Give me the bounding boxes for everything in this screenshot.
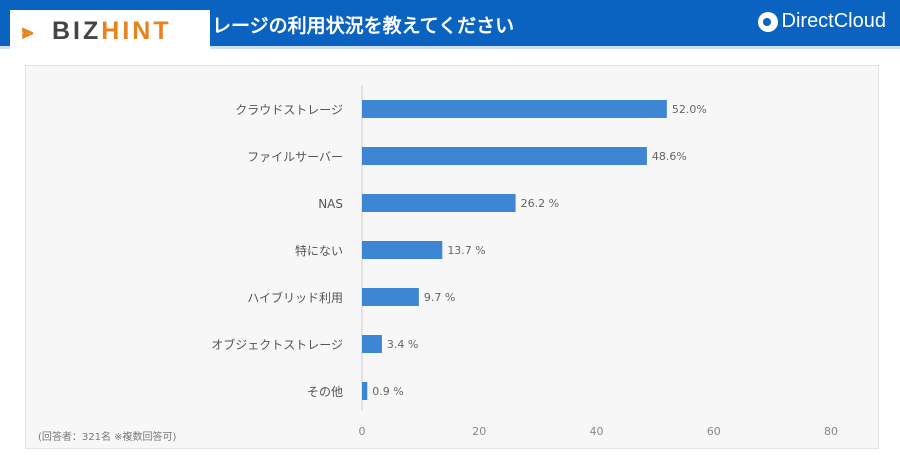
- directcloud-logo: DirectCloud: [757, 10, 886, 33]
- category-label: NAS: [318, 197, 343, 211]
- footnote: (回答者：321名 ※複数回答可): [38, 432, 177, 443]
- category-label: ファイルサーバー: [247, 150, 343, 164]
- bizhint-watermark: ⫸ BIZ HINT: [10, 10, 210, 52]
- data-label: 13.7 %: [447, 244, 485, 257]
- data-label: 9.7 %: [424, 291, 455, 304]
- chart-panel: [25, 65, 879, 449]
- category-label: オブジェクトストレージ: [211, 337, 343, 352]
- cloud-logo-icon: [757, 11, 778, 32]
- x-tick-label: 40: [590, 425, 604, 438]
- bar: [362, 382, 368, 400]
- x-tick-label: 80: [824, 425, 838, 438]
- watermark-hint: HINT: [101, 16, 172, 45]
- watermark-biz: BIZ: [52, 16, 102, 45]
- page-title: レージの利用状況を教えてください: [212, 15, 515, 37]
- data-label: 26.2 %: [521, 197, 559, 210]
- bar: [362, 241, 443, 259]
- bar: [362, 194, 516, 212]
- category-label: 特にない: [295, 243, 343, 258]
- category-label: その他: [307, 385, 343, 399]
- category-label: ハイブリッド利用: [247, 290, 343, 305]
- data-label: 3.4 %: [387, 338, 418, 351]
- bar: [362, 335, 382, 353]
- data-label: 48.6%: [652, 150, 687, 163]
- x-tick-label: 60: [707, 425, 721, 438]
- bar: [362, 147, 647, 165]
- bar: [362, 288, 419, 306]
- x-tick-label: 0: [359, 425, 366, 438]
- bar: [362, 100, 667, 118]
- bizhint-logo-icon: ⫸: [22, 19, 34, 43]
- data-label: 52.0%: [672, 103, 707, 116]
- category-label: クラウドストレージ: [235, 103, 343, 117]
- brand-name: DirectCloud: [781, 10, 886, 32]
- data-label: 0.9 %: [372, 385, 403, 398]
- x-tick-label: 20: [472, 425, 486, 438]
